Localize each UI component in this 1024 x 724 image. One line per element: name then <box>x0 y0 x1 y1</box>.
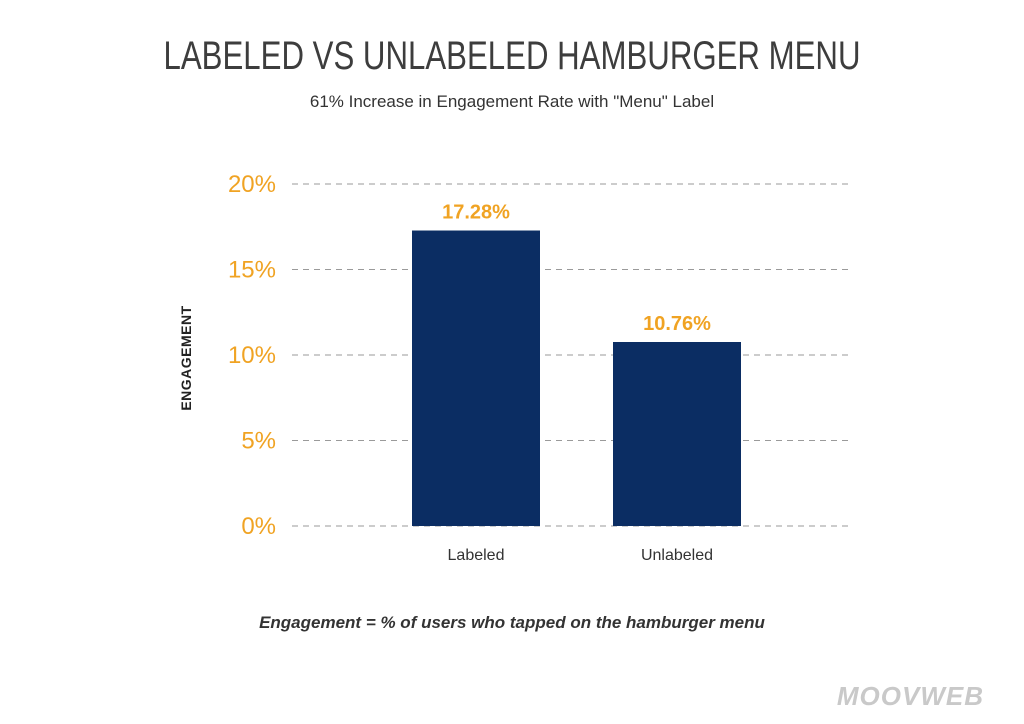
bar <box>613 342 741 526</box>
chart-title: LABELED VS UNLABELED HAMBURGER MENU <box>163 34 861 78</box>
y-tick-label: 0% <box>241 513 276 540</box>
chart-subtitle: 61% Increase in Engagement Rate with "Me… <box>309 92 715 111</box>
x-category-label: Labeled <box>448 547 505 564</box>
brand-logo: MOOVWEB <box>836 681 984 711</box>
data-label: 10.76% <box>643 313 711 335</box>
y-tick-label: 5% <box>241 428 276 455</box>
y-tick-label: 15% <box>228 257 276 284</box>
y-tick-label: 20% <box>228 171 276 198</box>
y-tick-label: 10% <box>228 342 276 369</box>
footnote: Engagement = % of users who tapped on th… <box>259 613 765 632</box>
bar <box>412 230 540 526</box>
data-label: 17.28% <box>442 202 510 224</box>
x-category-label: Unlabeled <box>641 547 713 564</box>
